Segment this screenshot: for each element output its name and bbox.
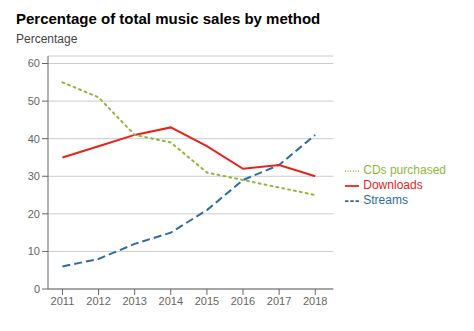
svg-text:0: 0	[34, 283, 40, 295]
svg-text:2015: 2015	[195, 295, 219, 307]
svg-text:2016: 2016	[231, 295, 255, 307]
svg-text:10: 10	[28, 245, 40, 257]
svg-text:50: 50	[28, 95, 40, 107]
svg-text:40: 40	[28, 133, 40, 145]
svg-text:60: 60	[28, 57, 40, 69]
svg-text:2013: 2013	[122, 295, 146, 307]
svg-text:2018: 2018	[303, 295, 327, 307]
html-text:Streams: Streams	[363, 192, 408, 207]
svg-text:2017: 2017	[267, 295, 291, 307]
html-text:Downloads: Downloads	[363, 178, 423, 193]
html-text:Percentage of total music sale: Percentage of total music sales by metho…	[16, 10, 321, 27]
svg-text:2012: 2012	[86, 295, 110, 307]
html-text:CDs purchased: CDs purchased	[363, 163, 446, 178]
svg-text:30: 30	[28, 170, 40, 182]
svg-text:2014: 2014	[159, 295, 183, 307]
html-text:Percentage: Percentage	[16, 32, 78, 46]
svg-text:2011: 2011	[51, 295, 75, 307]
svg-text:20: 20	[28, 208, 40, 220]
